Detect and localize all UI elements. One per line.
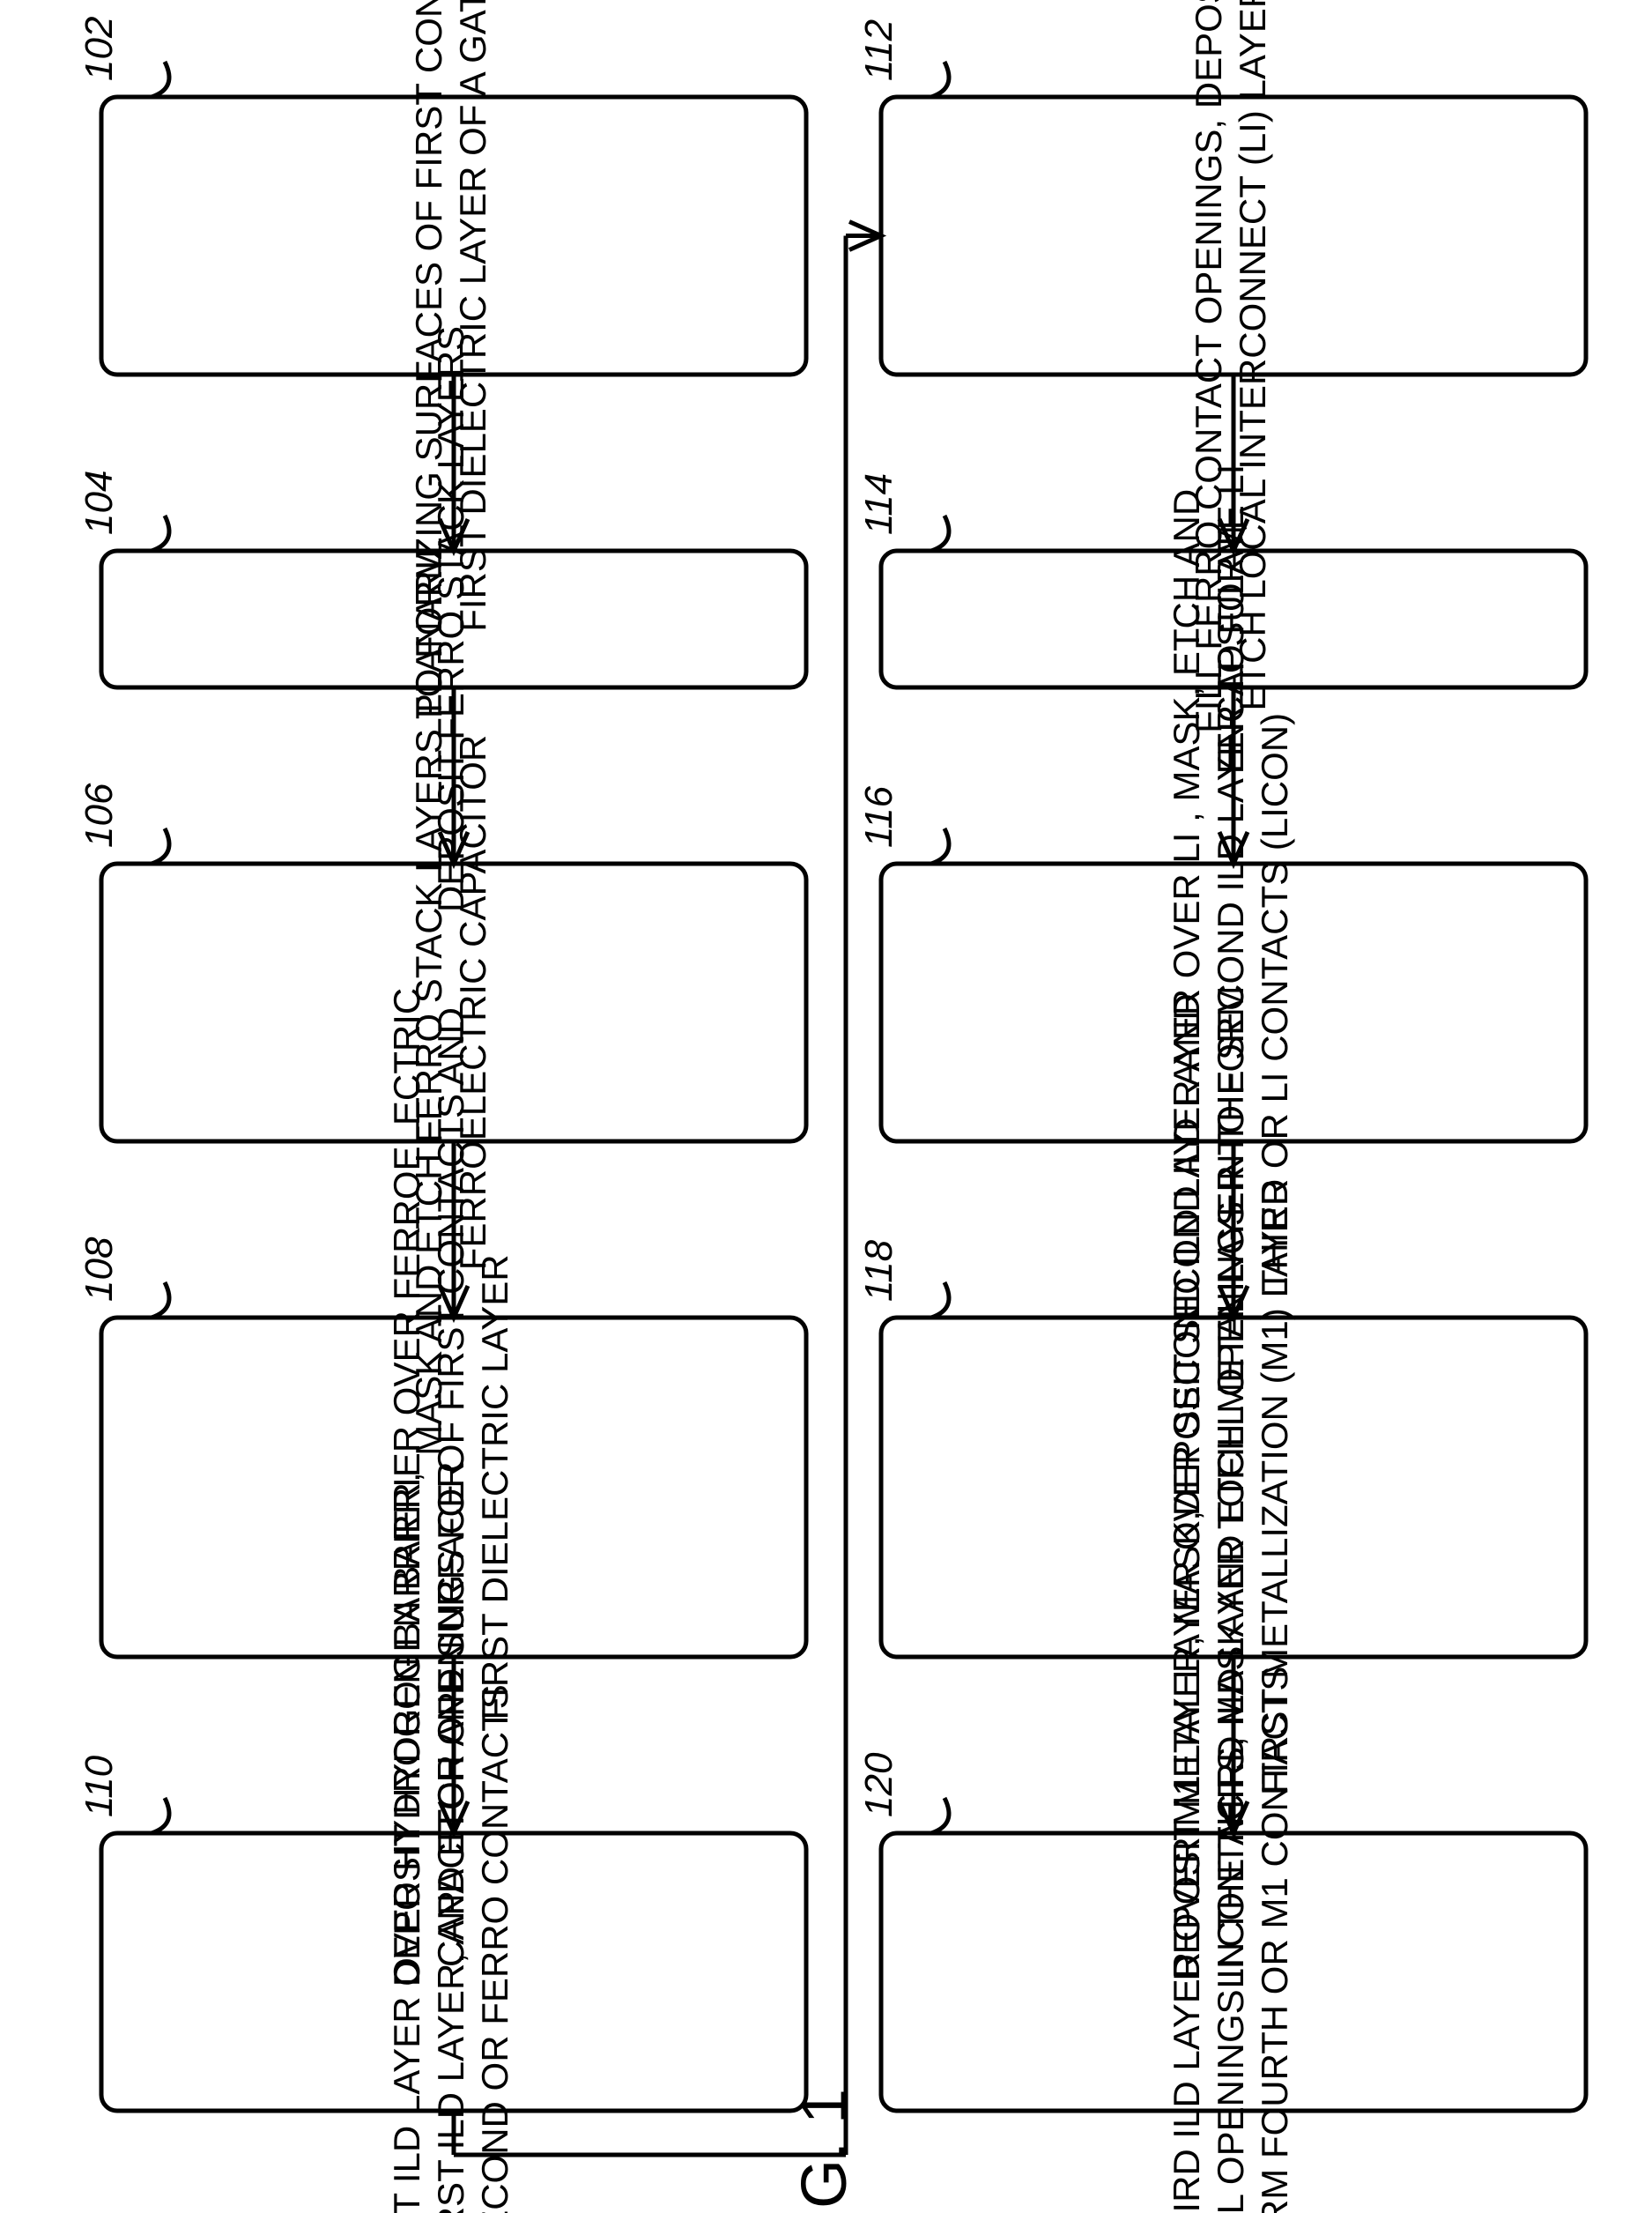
step-number-114: 114 [857, 473, 900, 535]
step-number-tick-104 [152, 516, 169, 551]
flowchart-figure: PLANARIZING SURFACES OF FIRST CONTACTS A… [0, 0, 1652, 2213]
step-number-tick-112 [931, 62, 949, 97]
step-number-120: 120 [857, 1752, 900, 1817]
step-number-tick-120 [931, 1798, 949, 1833]
step-number-118: 118 [857, 1239, 900, 1302]
step-number-tick-110 [152, 1798, 169, 1833]
step-number-104: 104 [78, 471, 121, 535]
step-number-tick-102 [152, 62, 169, 97]
flow-step-110-text: DEPOSIT FIRST ILD LAYER OVER HYDROGEN BA… [386, 1472, 427, 2213]
flow-step-120-text: ETCH AND FILL OPENINGS IN THE THIRD ILD … [1210, 1479, 1251, 2213]
step-number-112: 112 [857, 19, 900, 81]
step-number-102: 102 [78, 17, 121, 81]
flow-step-110-text: PLANARIZE FIRST ILD LAYER, AND ETCH OPEN… [430, 1461, 471, 2213]
step-number-tick-116 [931, 828, 949, 864]
flow-step-120-text: FORM FOURTH OR M1 CONTACTS [1254, 1667, 1295, 2213]
step-number-tick-118 [931, 1282, 949, 1318]
step-number-106: 106 [78, 783, 121, 848]
step-number-108: 108 [78, 1236, 121, 1302]
flow-step-120-text: DEPOSIT THIRD ILD LAYER OVER M1 LAYER, M… [1166, 1511, 1207, 2213]
step-number-110: 110 [78, 1755, 121, 1817]
flow-step-110-text: SECOND OR FERRO CONTACTS [474, 1684, 515, 2213]
step-number-tick-108 [152, 1282, 169, 1318]
step-number-tick-114 [931, 516, 949, 551]
step-number-116: 116 [857, 785, 900, 848]
step-number-tick-106 [152, 828, 169, 864]
flow-step-108-text: FIRST DIELECTRIC LAYER [474, 1254, 515, 1719]
figure-label: FIG. 1 [789, 2089, 860, 2213]
